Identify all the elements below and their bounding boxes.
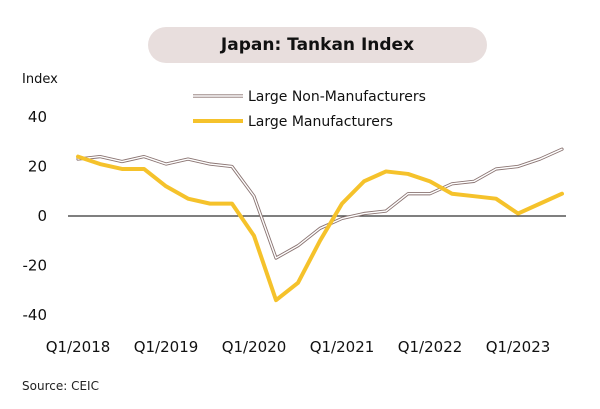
y-tick-label: 40 xyxy=(28,108,47,126)
x-tick-label: Q1/2019 xyxy=(134,338,199,356)
y-tick-label: -40 xyxy=(23,306,48,324)
x-tick-label: Q1/2023 xyxy=(486,338,551,356)
y-tick-label: 0 xyxy=(37,207,47,225)
series-line-manufacturers xyxy=(76,154,564,303)
x-axis-ticks: Q1/2018 Q1/2019 Q1/2020 Q1/2021 Q1/2022 Q1/20… xyxy=(46,338,551,356)
x-tick-label: Q1/2021 xyxy=(310,338,375,356)
x-tick-label: Q1/2018 xyxy=(46,338,111,356)
y-axis-label: Index xyxy=(22,72,58,87)
x-tick-label: Q1/2020 xyxy=(222,338,287,356)
y-tick-label: -20 xyxy=(23,257,48,275)
series-line-non-manufacturers xyxy=(77,148,563,259)
x-tick-label: Q1/2022 xyxy=(398,338,463,356)
series-lines xyxy=(76,147,564,303)
source-note: Source: CEIC xyxy=(22,379,99,393)
legend: Large Non-Manufacturers Large Manufacture… xyxy=(193,89,426,130)
y-tick-label: 20 xyxy=(28,158,47,176)
legend-label: Large Manufacturers xyxy=(248,114,393,130)
chart-title: Japan: Tankan Index xyxy=(148,27,487,63)
legend-label: Large Non-Manufacturers xyxy=(248,89,426,105)
y-axis-ticks: 40 20 0 -20 -40 xyxy=(23,108,48,324)
